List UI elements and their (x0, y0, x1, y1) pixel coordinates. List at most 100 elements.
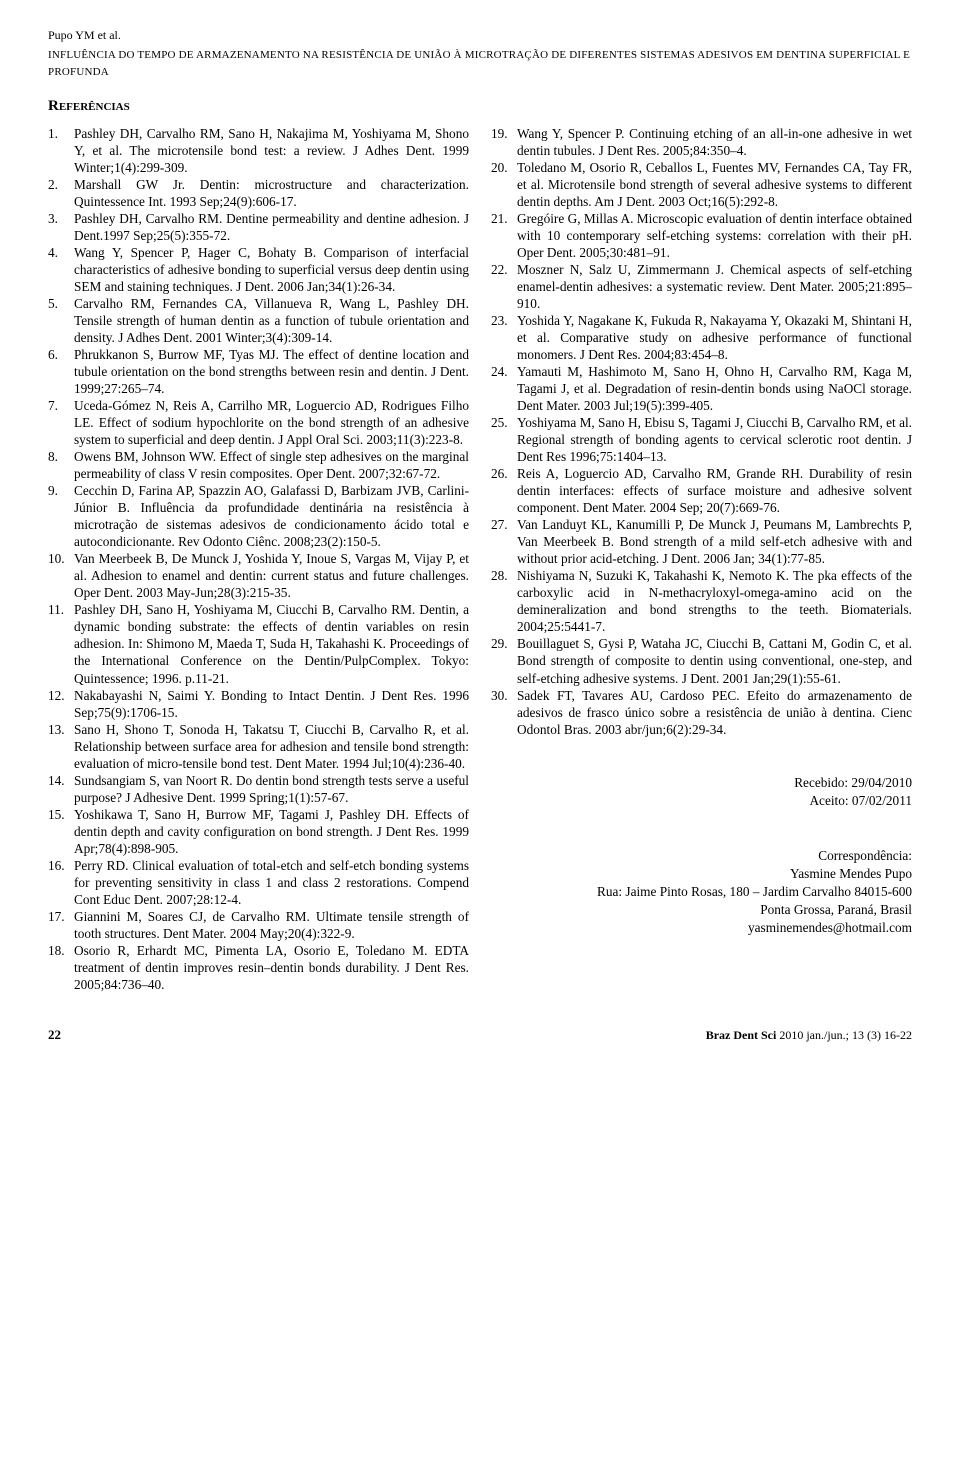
reference-item: 6.Phrukkanon S, Burrow MF, Tyas MJ. The … (48, 346, 469, 397)
reference-number: 15. (48, 806, 74, 857)
reference-number: 18. (48, 942, 74, 993)
reference-item: 14.Sundsangiam S, van Noort R. Do dentin… (48, 772, 469, 806)
reference-text: Pashley DH, Carvalho RM, Sano H, Nakajim… (74, 125, 469, 176)
reference-number: 23. (491, 312, 517, 363)
page-footer: 22 Braz Dent Sci 2010 jan./jun.; 13 (3) … (48, 1027, 912, 1043)
reference-item: 1.Pashley DH, Carvalho RM, Sano H, Nakaj… (48, 125, 469, 176)
correspondence-email: yasminemendes@hotmail.com (491, 919, 912, 937)
reference-text: Yamauti M, Hashimoto M, Sano H, Ohno H, … (517, 363, 912, 414)
reference-number: 7. (48, 397, 74, 448)
reference-item: 24.Yamauti M, Hashimoto M, Sano H, Ohno … (491, 363, 912, 414)
reference-number: 21. (491, 210, 517, 261)
reference-text: Marshall GW Jr. Dentin: microstructure a… (74, 176, 469, 210)
reference-text: Cecchin D, Farina AP, Spazzin AO, Galafa… (74, 482, 469, 550)
reference-number: 4. (48, 244, 74, 295)
reference-text: Nakabayashi N, Saimi Y. Bonding to Intac… (74, 687, 469, 721)
journal-issue: 2010 jan./jun.; 13 (3) 16-22 (779, 1028, 912, 1042)
reference-item: 30.Sadek FT, Tavares AU, Cardoso PEC. Ef… (491, 687, 912, 738)
correspondence-block: Correspondência: Yasmine Mendes Pupo Rua… (491, 847, 912, 937)
reference-text: Wang Y, Spencer P, Hager C, Bohaty B. Co… (74, 244, 469, 295)
reference-text: Toledano M, Osorio R, Ceballos L, Fuente… (517, 159, 912, 210)
reference-text: Uceda-Gómez N, Reis A, Carrilho MR, Logu… (74, 397, 469, 448)
reference-number: 28. (491, 567, 517, 635)
references-list-left: 1.Pashley DH, Carvalho RM, Sano H, Nakaj… (48, 125, 469, 993)
reference-text: Owens BM, Johnson WW. Effect of single s… (74, 448, 469, 482)
reference-text: Van Landuyt KL, Kanumilli P, De Munck J,… (517, 516, 912, 567)
reference-number: 11. (48, 601, 74, 686)
reference-item: 12.Nakabayashi N, Saimi Y. Bonding to In… (48, 687, 469, 721)
running-title: INFLUÊNCIA DO TEMPO DE ARMAZENAMENTO NA … (48, 47, 912, 80)
reference-item: 13.Sano H, Shono T, Sonoda H, Takatsu T,… (48, 721, 469, 772)
reference-number: 2. (48, 176, 74, 210)
reference-number: 13. (48, 721, 74, 772)
reference-item: 25.Yoshiyama M, Sano H, Ebisu S, Tagami … (491, 414, 912, 465)
reference-text: Yoshiyama M, Sano H, Ebisu S, Tagami J, … (517, 414, 912, 465)
references-heading: Referências (48, 98, 912, 115)
reference-item: 8.Owens BM, Johnson WW. Effect of single… (48, 448, 469, 482)
reference-item: 11.Pashley DH, Sano H, Yoshiyama M, Ciuc… (48, 601, 469, 686)
reference-number: 24. (491, 363, 517, 414)
reference-number: 20. (491, 159, 517, 210)
reference-text: Sano H, Shono T, Sonoda H, Takatsu T, Ci… (74, 721, 469, 772)
reference-number: 5. (48, 295, 74, 346)
reference-number: 14. (48, 772, 74, 806)
reference-item: 19.Wang Y, Spencer P. Continuing etching… (491, 125, 912, 159)
reference-text: Wang Y, Spencer P. Continuing etching of… (517, 125, 912, 159)
reference-item: 17.Giannini M, Soares CJ, de Carvalho RM… (48, 908, 469, 942)
reference-number: 6. (48, 346, 74, 397)
reference-number: 3. (48, 210, 74, 244)
reference-text: Giannini M, Soares CJ, de Carvalho RM. U… (74, 908, 469, 942)
reference-text: Nishiyama N, Suzuki K, Takahashi K, Nemo… (517, 567, 912, 635)
reference-text: Sadek FT, Tavares AU, Cardoso PEC. Efeit… (517, 687, 912, 738)
reference-text: Pashley DH, Sano H, Yoshiyama M, Ciucchi… (74, 601, 469, 686)
reference-item: 20.Toledano M, Osorio R, Ceballos L, Fue… (491, 159, 912, 210)
reference-number: 16. (48, 857, 74, 908)
article-dates: Recebido: 29/04/2010 Aceito: 07/02/2011 (491, 774, 912, 810)
reference-text: Osorio R, Erhardt MC, Pimenta LA, Osorio… (74, 942, 469, 993)
reference-item: 28.Nishiyama N, Suzuki K, Takahashi K, N… (491, 567, 912, 635)
reference-item: 3.Pashley DH, Carvalho RM. Dentine perme… (48, 210, 469, 244)
journal-citation: Braz Dent Sci 2010 jan./jun.; 13 (3) 16-… (706, 1028, 912, 1043)
correspondence-address: Rua: Jaime Pinto Rosas, 180 – Jardim Car… (491, 883, 912, 901)
reference-number: 22. (491, 261, 517, 312)
running-author: Pupo YM et al. (48, 28, 912, 43)
reference-item: 7.Uceda-Gómez N, Reis A, Carrilho MR, Lo… (48, 397, 469, 448)
journal-name: Braz Dent Sci (706, 1028, 780, 1042)
reference-item: 16.Perry RD. Clinical evaluation of tota… (48, 857, 469, 908)
reference-number: 12. (48, 687, 74, 721)
reference-text: Reis A, Loguercio AD, Carvalho RM, Grand… (517, 465, 912, 516)
reference-text: Yoshikawa T, Sano H, Burrow MF, Tagami J… (74, 806, 469, 857)
reference-text: Perry RD. Clinical evaluation of total-e… (74, 857, 469, 908)
reference-item: 23.Yoshida Y, Nagakane K, Fukuda R, Naka… (491, 312, 912, 363)
reference-text: Bouillaguet S, Gysi P, Wataha JC, Ciucch… (517, 635, 912, 686)
reference-text: Moszner N, Salz U, Zimmermann J. Chemica… (517, 261, 912, 312)
correspondence-city: Ponta Grossa, Paraná, Brasil (491, 901, 912, 919)
correspondence-label: Correspondência: (491, 847, 912, 865)
reference-number: 29. (491, 635, 517, 686)
reference-number: 9. (48, 482, 74, 550)
two-column-layout: 1.Pashley DH, Carvalho RM, Sano H, Nakaj… (48, 125, 912, 993)
reference-text: Yoshida Y, Nagakane K, Fukuda R, Nakayam… (517, 312, 912, 363)
left-column: 1.Pashley DH, Carvalho RM, Sano H, Nakaj… (48, 125, 469, 993)
reference-item: 27.Van Landuyt KL, Kanumilli P, De Munck… (491, 516, 912, 567)
reference-number: 10. (48, 550, 74, 601)
reference-number: 19. (491, 125, 517, 159)
reference-item: 18.Osorio R, Erhardt MC, Pimenta LA, Oso… (48, 942, 469, 993)
page-number: 22 (48, 1027, 61, 1043)
reference-item: 29.Bouillaguet S, Gysi P, Wataha JC, Ciu… (491, 635, 912, 686)
reference-text: Sundsangiam S, van Noort R. Do dentin bo… (74, 772, 469, 806)
received-date: Recebido: 29/04/2010 (491, 774, 912, 792)
reference-number: 8. (48, 448, 74, 482)
reference-item: 22.Moszner N, Salz U, Zimmermann J. Chem… (491, 261, 912, 312)
reference-item: 5.Carvalho RM, Fernandes CA, Villanueva … (48, 295, 469, 346)
references-list-right: 19.Wang Y, Spencer P. Continuing etching… (491, 125, 912, 738)
reference-item: 15.Yoshikawa T, Sano H, Burrow MF, Tagam… (48, 806, 469, 857)
reference-item: 21.Gregóire G, Millas A. Microscopic eva… (491, 210, 912, 261)
reference-item: 4.Wang Y, Spencer P, Hager C, Bohaty B. … (48, 244, 469, 295)
reference-text: Carvalho RM, Fernandes CA, Villanueva R,… (74, 295, 469, 346)
reference-item: 10.Van Meerbeek B, De Munck J, Yoshida Y… (48, 550, 469, 601)
correspondence-name: Yasmine Mendes Pupo (491, 865, 912, 883)
reference-text: Van Meerbeek B, De Munck J, Yoshida Y, I… (74, 550, 469, 601)
reference-item: 9.Cecchin D, Farina AP, Spazzin AO, Gala… (48, 482, 469, 550)
reference-item: 26.Reis A, Loguercio AD, Carvalho RM, Gr… (491, 465, 912, 516)
